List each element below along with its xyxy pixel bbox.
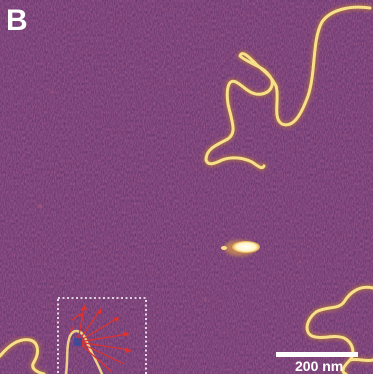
- annotation-arrows: [69, 305, 131, 373]
- bright-particle: [221, 240, 260, 256]
- panel-label: B: [6, 4, 28, 37]
- inset-box: [57, 297, 147, 374]
- dna-strand-upper: [203, 4, 373, 171]
- marked-site: [74, 338, 82, 346]
- scale-bar: [276, 352, 358, 357]
- dna-strand-lower-right: [304, 284, 373, 374]
- annotation-arrowheads: [81, 304, 132, 353]
- scale-bar-label: 200 nm: [295, 358, 344, 374]
- surface-speckles: [37, 78, 302, 302]
